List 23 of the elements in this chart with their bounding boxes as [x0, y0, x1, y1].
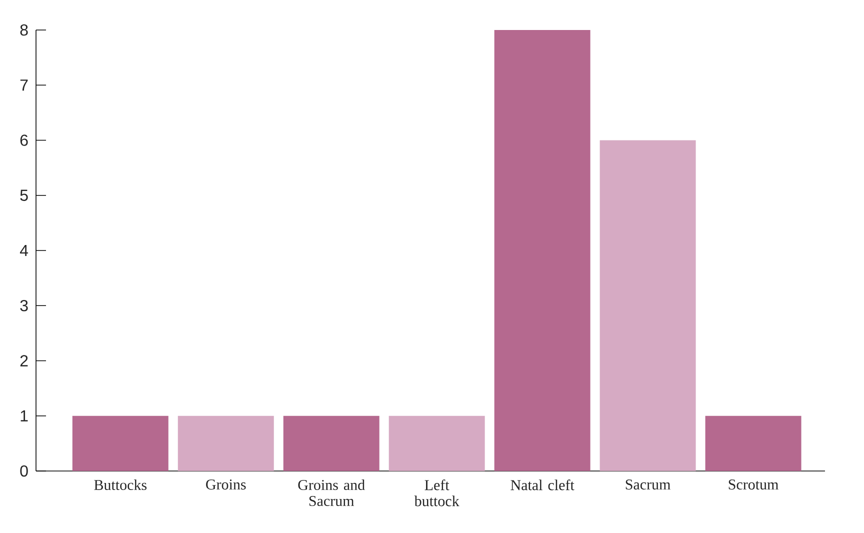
- x-tick-label: Natal cleft: [510, 480, 574, 490]
- y-tick-label: 6: [20, 134, 28, 146]
- x-tick-label: Buttocks: [94, 480, 147, 490]
- x-tick-label: Left buttock: [414, 480, 460, 506]
- bar: [600, 140, 696, 471]
- x-tick-label: Sacrum: [626, 480, 670, 490]
- y-tick-label: 0: [20, 465, 28, 477]
- bar: [283, 416, 380, 471]
- x-tick-label: Groins: [206, 480, 246, 490]
- bar: [494, 30, 590, 471]
- x-tick-label: Groins and Sacrum: [298, 480, 365, 506]
- y-tick-label: 3: [20, 300, 28, 312]
- y-tick-label: 7: [20, 80, 28, 91]
- bar: [705, 416, 802, 471]
- y-tick-label: 2: [20, 355, 28, 366]
- y-tick-label: 4: [20, 244, 28, 256]
- y-tick-label: 5: [20, 190, 28, 201]
- bar: [178, 416, 274, 471]
- y-tick-label: 1: [20, 410, 28, 422]
- bar: [72, 416, 168, 471]
- x-tick-label: Scrotum: [728, 480, 778, 490]
- bar: [388, 416, 485, 471]
- y-tick-label: 8: [20, 24, 28, 36]
